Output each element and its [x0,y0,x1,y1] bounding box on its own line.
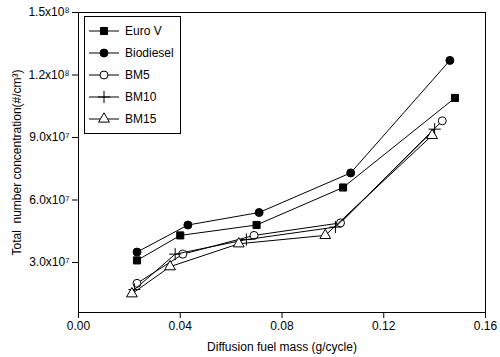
svg-text:0.16: 0.16 [474,319,498,333]
svg-text:1.2x10⁸: 1.2x10⁸ [28,68,69,82]
html-text:Euro V: Euro V [125,24,162,38]
svg-text:Total number concentration(#/: Total number concentration(#/cm³) [10,69,24,255]
svg-text:Diffusion fuel mass (g/cycle): Diffusion fuel mass (g/cycle) [207,340,357,354]
svg-text:0.08: 0.08 [270,319,294,333]
svg-text:0.00: 0.00 [67,319,91,333]
html-text:BM5: BM5 [125,68,150,82]
svg-text:0.12: 0.12 [372,319,396,333]
svg-text:0.04: 0.04 [169,319,193,333]
svg-text:9.0x10⁷: 9.0x10⁷ [29,130,69,144]
svg-text:3.0x10⁷: 3.0x10⁷ [29,255,69,269]
html-text:Biodiesel: Biodiesel [125,46,174,60]
html-text:BM15: BM15 [125,112,157,126]
html-text:BM10: BM10 [125,90,157,104]
svg-text:6.0x10⁷: 6.0x10⁷ [29,193,69,207]
svg-text:1.5x10⁸: 1.5x10⁸ [28,5,69,19]
